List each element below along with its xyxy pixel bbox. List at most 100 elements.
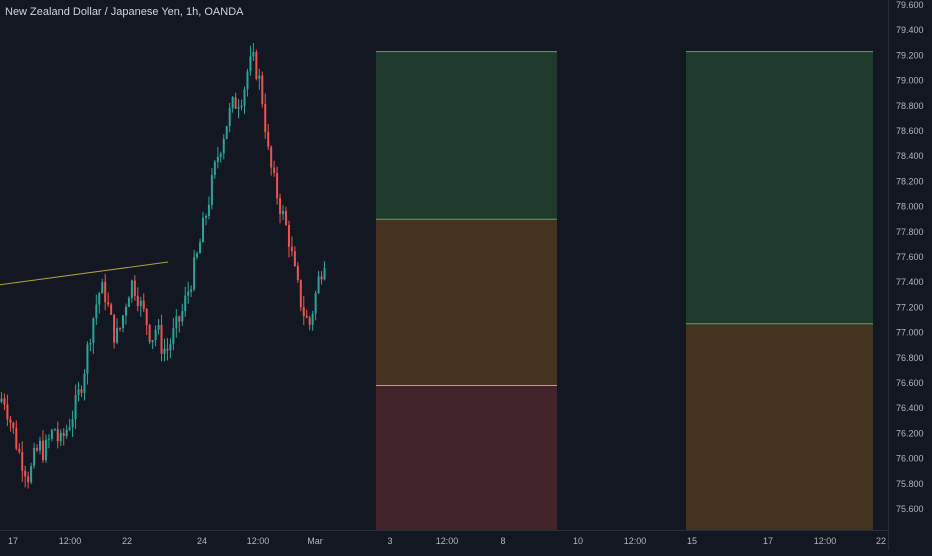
time-tick-label: 22 — [122, 536, 132, 546]
candle-up — [190, 285, 193, 297]
stop-zone[interactable] — [376, 385, 557, 530]
price-axis[interactable]: 79.600 79.400 79.200 79.000 78.800 78.600 78.4… — [888, 0, 932, 550]
candle-body — [18, 448, 21, 452]
candle-down — [290, 236, 293, 257]
candle-up — [184, 286, 187, 317]
time-tick-label: 12:00 — [814, 536, 837, 546]
candle-up — [71, 410, 74, 437]
candle-body — [276, 172, 279, 199]
candle-body — [98, 293, 101, 305]
candle-up — [216, 146, 219, 169]
candle-body — [74, 395, 77, 420]
candle-down — [6, 394, 9, 426]
candle-up — [258, 68, 261, 90]
candle-down — [21, 441, 24, 482]
candle-up — [157, 319, 160, 335]
entry-zone[interactable] — [376, 219, 557, 386]
candle-body — [166, 348, 169, 351]
candle-body — [71, 419, 74, 428]
candle-down — [160, 314, 163, 362]
candle-down — [293, 246, 296, 267]
time-tick-label: 8 — [500, 536, 505, 546]
candle-body — [44, 439, 47, 461]
candle-down — [264, 93, 267, 139]
candle-body — [110, 304, 113, 315]
candle-body — [252, 52, 255, 57]
candle-body — [282, 210, 285, 214]
candle-body — [202, 217, 205, 243]
candle-body — [190, 289, 193, 292]
price-tick-label: 78.000 — [896, 202, 924, 212]
candle-down — [166, 337, 169, 361]
candle-down — [273, 160, 276, 177]
candle-body — [86, 344, 89, 374]
candle-body — [323, 268, 326, 280]
candle-up — [311, 310, 314, 331]
candle-up — [151, 339, 154, 349]
candle-body — [273, 167, 276, 173]
price-tick-label: 76.200 — [896, 428, 924, 438]
candle-up — [53, 428, 56, 431]
target-zone[interactable] — [376, 51, 557, 220]
candle-up — [59, 429, 62, 447]
candle-body — [317, 276, 320, 294]
candle-body — [24, 470, 27, 477]
candle-body — [121, 315, 124, 329]
candle-up — [246, 68, 249, 97]
candle-body — [163, 348, 166, 354]
candle-body — [181, 311, 184, 322]
candle-up — [68, 418, 71, 432]
candle-down — [305, 309, 308, 319]
time-axis[interactable]: 17 12:00 22 24 12:00 Mar 3 12:00 8 10 12:00 15 17 12:… — [0, 530, 888, 550]
candle-up — [0, 392, 3, 404]
candle-body — [41, 440, 44, 461]
candle-up — [240, 99, 243, 111]
candle-body — [279, 198, 282, 214]
candle-body — [199, 242, 202, 254]
candle-body — [237, 107, 240, 109]
chart-canvas[interactable] — [0, 0, 888, 530]
candle-body — [231, 97, 234, 109]
candle-down — [279, 193, 282, 224]
price-tick-label: 75.600 — [896, 504, 924, 514]
candle-body — [27, 476, 30, 483]
candle-down — [80, 385, 83, 397]
target-zone[interactable] — [686, 51, 873, 324]
entry-zone[interactable] — [686, 323, 873, 530]
candle-up — [187, 281, 190, 304]
candle-up — [77, 381, 80, 402]
candle-body — [314, 293, 317, 314]
candle-up — [139, 296, 142, 317]
candle-down — [110, 302, 113, 315]
candle-body — [113, 314, 116, 343]
candle-body — [249, 56, 252, 72]
time-tick-label: 17 — [763, 536, 773, 546]
chart-area[interactable]: New Zealand Dollar / Japanese Yen, 1h, O… — [0, 0, 888, 530]
price-tick-label: 75.800 — [896, 479, 924, 489]
time-tick-label: 17 — [8, 536, 18, 546]
candle-body — [311, 313, 314, 325]
time-tick-label: 12:00 — [59, 536, 82, 546]
candle-body — [160, 324, 163, 354]
candle-body — [47, 438, 50, 440]
candle-up — [181, 303, 184, 326]
trendline[interactable] — [0, 261, 169, 286]
candle-body — [270, 146, 273, 168]
time-tick-label: 3 — [387, 536, 392, 546]
candle-up — [33, 442, 36, 469]
candle-body — [0, 398, 3, 402]
candle-down — [296, 262, 299, 283]
candle-down — [267, 123, 270, 151]
candle-body — [95, 304, 98, 319]
candle-down — [145, 308, 148, 335]
price-tick-label: 79.600 — [896, 0, 924, 10]
candle-body — [15, 428, 18, 449]
candle-body — [154, 329, 157, 341]
candle-down — [136, 287, 139, 312]
candle-up — [30, 462, 33, 485]
candle-body — [68, 427, 71, 430]
candle-up — [83, 369, 86, 401]
candle-body — [302, 307, 305, 316]
candle-up — [323, 261, 326, 281]
candle-body — [216, 157, 219, 162]
